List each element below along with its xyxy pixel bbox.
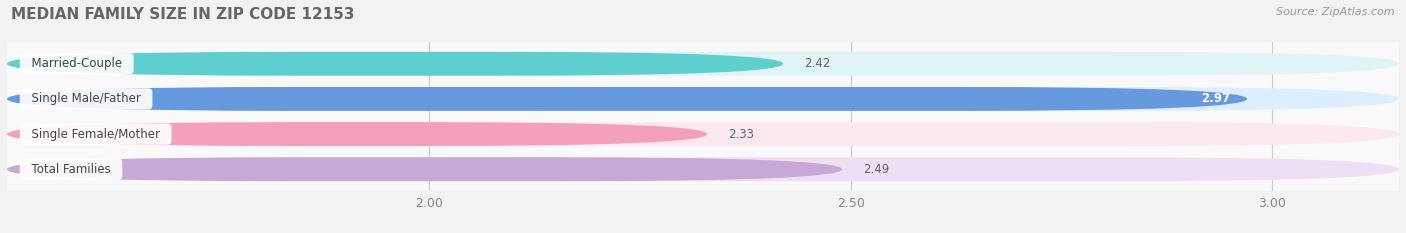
Text: 2.33: 2.33 bbox=[728, 128, 754, 140]
FancyBboxPatch shape bbox=[7, 87, 1247, 111]
Text: Total Families: Total Families bbox=[24, 163, 118, 176]
Text: MEDIAN FAMILY SIZE IN ZIP CODE 12153: MEDIAN FAMILY SIZE IN ZIP CODE 12153 bbox=[11, 7, 354, 22]
Text: 2.49: 2.49 bbox=[863, 163, 890, 176]
Text: Married-Couple: Married-Couple bbox=[24, 57, 129, 70]
Text: Single Male/Father: Single Male/Father bbox=[24, 93, 148, 105]
FancyBboxPatch shape bbox=[7, 52, 783, 76]
FancyBboxPatch shape bbox=[7, 52, 1399, 76]
FancyBboxPatch shape bbox=[7, 157, 842, 181]
Text: Single Female/Mother: Single Female/Mother bbox=[24, 128, 167, 140]
Text: 2.42: 2.42 bbox=[804, 57, 831, 70]
FancyBboxPatch shape bbox=[7, 122, 1399, 146]
Text: Source: ZipAtlas.com: Source: ZipAtlas.com bbox=[1277, 7, 1395, 17]
FancyBboxPatch shape bbox=[7, 87, 1399, 111]
FancyBboxPatch shape bbox=[7, 122, 707, 146]
Text: 2.97: 2.97 bbox=[1201, 93, 1230, 105]
FancyBboxPatch shape bbox=[7, 157, 1399, 181]
